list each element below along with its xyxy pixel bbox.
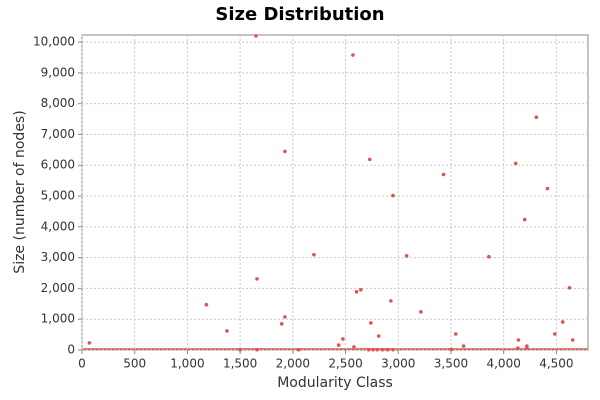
y-tick-label: 6,000 (41, 158, 75, 172)
point (513, 161, 518, 166)
point (279, 322, 284, 326)
y-tick-label: 8,000 (41, 96, 75, 110)
point (570, 338, 575, 342)
y-tick-label: 5,000 (41, 189, 75, 203)
point (545, 186, 550, 191)
x-tick-label: 3,500 (434, 357, 468, 371)
x-tick-label: 4,000 (486, 357, 520, 371)
point (389, 299, 393, 303)
point (283, 315, 287, 319)
point (255, 277, 259, 281)
point (359, 288, 363, 292)
y-axis-label: Size (number of nodes) (12, 110, 28, 273)
point (366, 347, 371, 352)
point (367, 157, 372, 162)
point (371, 347, 375, 352)
point (449, 347, 454, 352)
point (391, 193, 395, 198)
point (567, 286, 572, 290)
y-tick-label: 10,000 (33, 35, 75, 49)
point (336, 343, 341, 347)
point (404, 253, 409, 258)
x-tick-label: 1,000 (170, 357, 204, 371)
x-axis-label: Modularity Class (277, 375, 393, 391)
point (534, 115, 539, 120)
point (522, 217, 527, 222)
plot-area (81, 34, 589, 351)
point (552, 332, 557, 336)
y-tick-label: 1,000 (41, 312, 75, 326)
y-tick-label: 9,000 (41, 65, 75, 79)
x-tick-label: 4,500 (539, 357, 573, 371)
point (376, 334, 381, 338)
x-tick-label: 2,000 (276, 357, 310, 371)
point (453, 332, 458, 336)
point (238, 347, 242, 352)
point (560, 320, 565, 324)
point (461, 344, 466, 348)
point (296, 347, 301, 352)
y-tick-label: 2,000 (41, 281, 75, 295)
point (385, 347, 390, 352)
x-tick-label: 3,000 (381, 357, 415, 371)
point (225, 329, 229, 333)
point (351, 53, 355, 57)
point (352, 345, 356, 349)
point (391, 347, 395, 352)
point (312, 252, 316, 257)
y-tick-label: 4,000 (41, 219, 75, 233)
point (255, 347, 259, 352)
point (354, 290, 359, 294)
point (204, 302, 209, 307)
point (380, 347, 385, 352)
x-tick-label: 500 (123, 357, 146, 371)
point (525, 344, 529, 348)
x-tick-label: 2,500 (328, 357, 362, 371)
point (375, 347, 379, 352)
point (441, 172, 446, 177)
point (87, 341, 92, 345)
point (254, 34, 258, 38)
point (341, 337, 345, 341)
point (369, 321, 373, 325)
y-tick-label: 7,000 (41, 127, 75, 141)
point (419, 310, 423, 314)
x-tick-label: 0 (78, 357, 86, 371)
y-tick-label: 0 (67, 343, 75, 357)
point (487, 254, 491, 259)
point (283, 149, 287, 154)
chart-title: Size Distribution (215, 4, 384, 25)
point (516, 346, 520, 350)
x-tick-label: 1,500 (223, 357, 257, 371)
point (516, 338, 521, 342)
y-tick-label: 3,000 (41, 250, 75, 264)
